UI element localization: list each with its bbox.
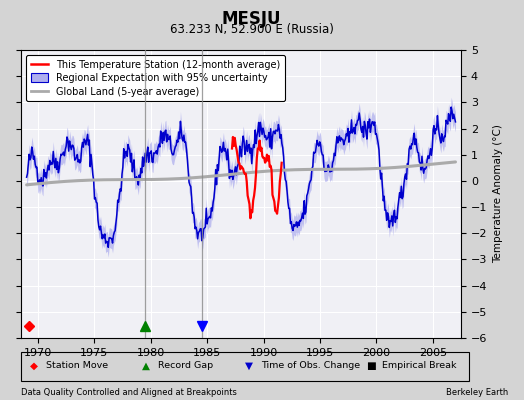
Text: Record Gap: Record Gap [158, 361, 213, 370]
Text: Empirical Break: Empirical Break [381, 361, 456, 370]
Text: ▼: ▼ [245, 361, 253, 371]
Text: ▲: ▲ [142, 361, 150, 371]
Text: Data Quality Controlled and Aligned at Breakpoints: Data Quality Controlled and Aligned at B… [21, 388, 237, 397]
Text: Time of Obs. Change: Time of Obs. Change [260, 361, 360, 370]
Text: Berkeley Earth: Berkeley Earth [446, 388, 508, 397]
Y-axis label: Temperature Anomaly (°C): Temperature Anomaly (°C) [493, 124, 503, 264]
Text: Station Move: Station Move [46, 361, 108, 370]
Text: ■: ■ [366, 361, 376, 371]
Legend: This Temperature Station (12-month average), Regional Expectation with 95% uncer: This Temperature Station (12-month avera… [26, 55, 285, 101]
Text: MESJU: MESJU [222, 10, 281, 28]
Text: ◆: ◆ [30, 361, 38, 371]
Text: 63.233 N, 52.900 E (Russia): 63.233 N, 52.900 E (Russia) [170, 23, 333, 36]
